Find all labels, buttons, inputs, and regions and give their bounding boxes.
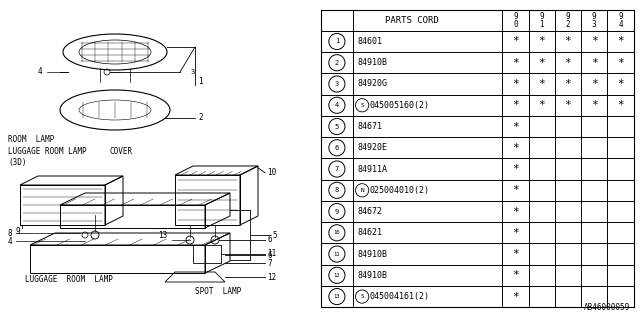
Text: 9
3: 9 3 <box>592 12 596 29</box>
Text: 025004010(2): 025004010(2) <box>370 186 429 195</box>
Text: *: * <box>591 58 598 68</box>
Text: *: * <box>512 58 519 68</box>
Text: *: * <box>512 292 519 301</box>
Text: *: * <box>591 36 598 46</box>
Text: 8: 8 <box>8 228 13 237</box>
Text: *: * <box>512 164 519 174</box>
Text: 84910B: 84910B <box>358 271 387 280</box>
Text: 84920E: 84920E <box>358 143 387 152</box>
Text: 84920G: 84920G <box>358 79 387 89</box>
Text: 84910B: 84910B <box>358 250 387 259</box>
Text: *: * <box>564 36 572 46</box>
Text: ROOM  LAMP: ROOM LAMP <box>8 135 54 145</box>
Text: 9: 9 <box>335 209 339 214</box>
Text: PARTS CORD: PARTS CORD <box>385 16 439 25</box>
Text: *: * <box>564 58 572 68</box>
Text: 11: 11 <box>267 250 276 259</box>
Text: 84601: 84601 <box>358 37 383 46</box>
Text: SPOT  LAMP: SPOT LAMP <box>195 287 241 297</box>
Text: 12: 12 <box>267 273 276 282</box>
Text: *: * <box>512 185 519 195</box>
Text: S: S <box>360 294 364 299</box>
Text: 1: 1 <box>198 77 203 86</box>
Text: *: * <box>512 228 519 238</box>
Text: (3D): (3D) <box>8 157 26 166</box>
Text: *: * <box>617 100 624 110</box>
Text: *: * <box>512 270 519 280</box>
Text: 6: 6 <box>267 236 271 244</box>
Text: LUGGAGE ROOM LAMP: LUGGAGE ROOM LAMP <box>8 147 86 156</box>
Text: *: * <box>512 143 519 153</box>
Text: *: * <box>512 36 519 46</box>
Text: *: * <box>512 122 519 132</box>
Text: 11: 11 <box>333 252 340 257</box>
Text: 13: 13 <box>158 230 167 239</box>
Text: 84911A: 84911A <box>358 164 387 173</box>
Text: *: * <box>617 58 624 68</box>
Text: 84671: 84671 <box>358 122 383 131</box>
Text: *: * <box>512 206 519 217</box>
Text: 2: 2 <box>198 114 203 123</box>
Text: 9: 9 <box>15 228 20 236</box>
Text: 13: 13 <box>333 294 340 299</box>
Text: *: * <box>512 79 519 89</box>
Text: 9
0: 9 0 <box>513 12 518 29</box>
Text: 10: 10 <box>267 168 276 177</box>
Text: 3: 3 <box>335 81 339 87</box>
Text: *: * <box>538 58 545 68</box>
Text: *: * <box>538 79 545 89</box>
Text: 045004161(2): 045004161(2) <box>370 292 429 301</box>
Text: 9
2: 9 2 <box>566 12 570 29</box>
Text: *: * <box>538 100 545 110</box>
Text: 4: 4 <box>38 68 42 76</box>
Text: 8: 8 <box>335 187 339 193</box>
Text: *: * <box>538 36 545 46</box>
Text: 5: 5 <box>335 124 339 130</box>
Text: 1: 1 <box>335 38 339 44</box>
Text: 10: 10 <box>333 230 340 235</box>
Text: S: S <box>360 103 364 108</box>
Text: *: * <box>564 79 572 89</box>
Text: AB46000059: AB46000059 <box>584 303 630 312</box>
Text: 84910B: 84910B <box>358 58 387 67</box>
Text: 5: 5 <box>272 230 276 239</box>
Text: *: * <box>564 100 572 110</box>
Text: 045005160(2): 045005160(2) <box>370 101 429 110</box>
Text: 9
4: 9 4 <box>618 12 623 29</box>
Text: 9
1: 9 1 <box>540 12 544 29</box>
Text: *: * <box>591 100 598 110</box>
Text: N: N <box>360 188 364 193</box>
Text: 2: 2 <box>335 60 339 66</box>
Text: *: * <box>617 36 624 46</box>
Text: 84672: 84672 <box>358 207 383 216</box>
Text: *: * <box>512 249 519 259</box>
Bar <box>321 10 634 307</box>
Text: 4: 4 <box>8 236 13 245</box>
Text: *: * <box>617 79 624 89</box>
Text: 12: 12 <box>333 273 340 278</box>
Text: 6: 6 <box>335 145 339 151</box>
Text: 7: 7 <box>267 259 271 268</box>
Text: 6: 6 <box>267 251 271 260</box>
Text: *: * <box>591 79 598 89</box>
Text: 3: 3 <box>191 69 195 75</box>
Text: COVER: COVER <box>110 147 133 156</box>
Text: *: * <box>512 100 519 110</box>
Text: LUGGAGE  ROOM  LAMP: LUGGAGE ROOM LAMP <box>25 276 113 284</box>
Text: 84621: 84621 <box>358 228 383 237</box>
Text: 7: 7 <box>335 166 339 172</box>
Text: 4: 4 <box>335 102 339 108</box>
